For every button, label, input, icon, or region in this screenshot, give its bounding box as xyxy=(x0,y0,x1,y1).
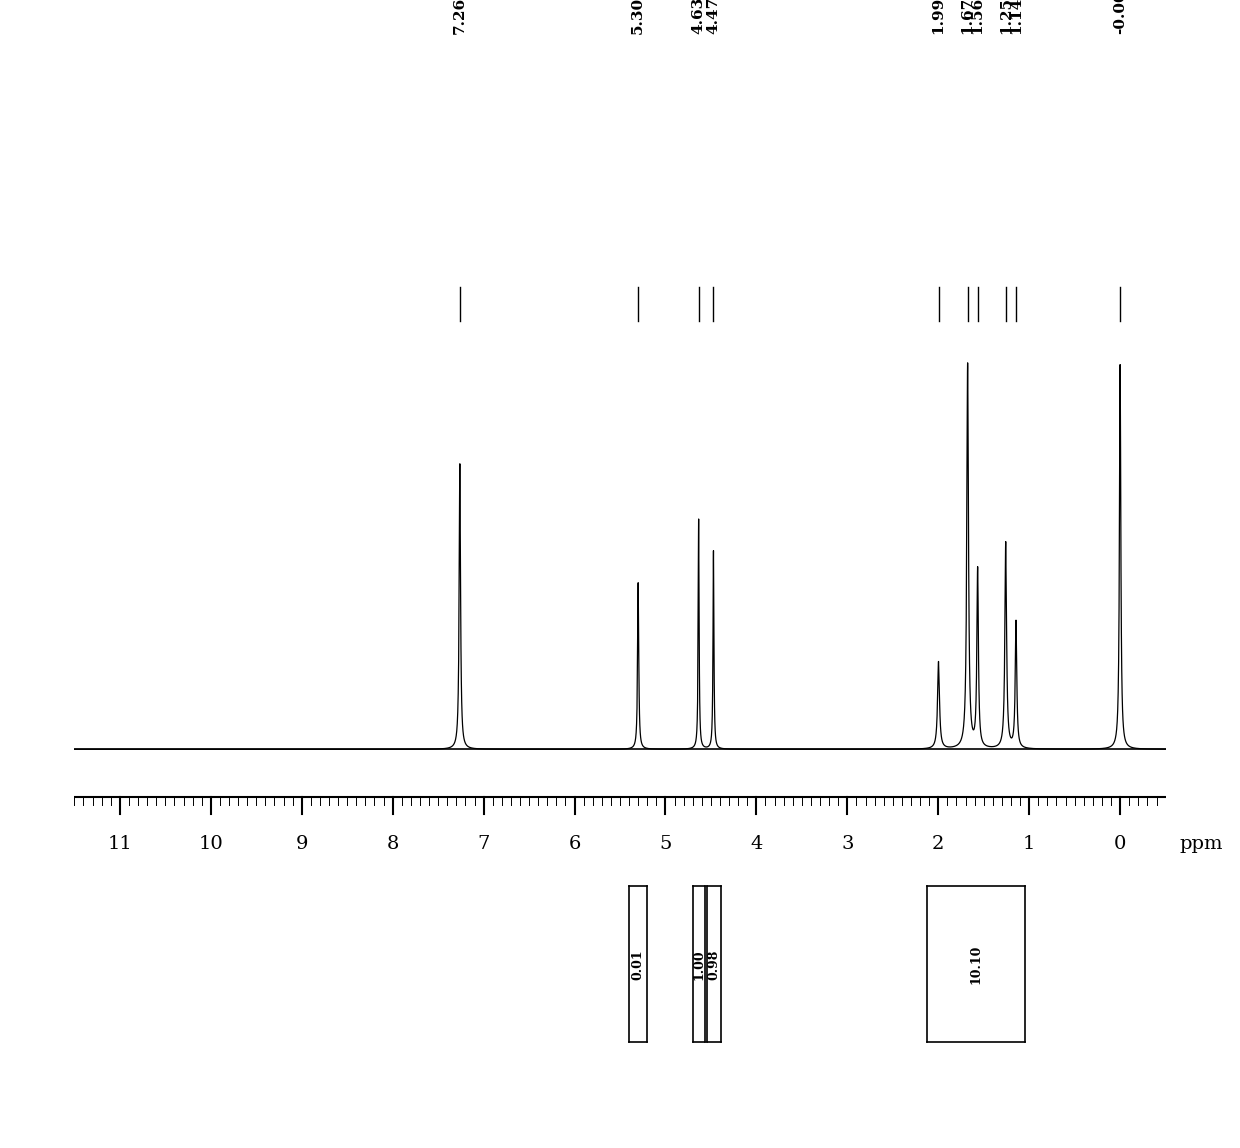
Text: 7: 7 xyxy=(477,835,490,853)
Text: 4.635: 4.635 xyxy=(692,0,706,34)
Text: 10: 10 xyxy=(198,835,223,853)
Text: 4: 4 xyxy=(750,835,763,853)
Text: 7.261: 7.261 xyxy=(453,0,467,34)
Text: 6: 6 xyxy=(568,835,580,853)
Text: 0.01: 0.01 xyxy=(631,949,645,979)
Text: 1.997: 1.997 xyxy=(931,0,946,34)
Text: 1.00: 1.00 xyxy=(692,949,706,979)
Text: 1.145: 1.145 xyxy=(1009,0,1023,34)
Text: 8: 8 xyxy=(387,835,399,853)
Text: 0.98: 0.98 xyxy=(707,949,720,979)
Text: 2: 2 xyxy=(932,835,945,853)
Text: 10.10: 10.10 xyxy=(970,945,983,984)
Text: 1.677: 1.677 xyxy=(961,0,975,34)
Text: -0.000: -0.000 xyxy=(1114,0,1127,34)
Text: 5: 5 xyxy=(660,835,672,853)
Text: 3: 3 xyxy=(841,835,853,853)
Text: 1: 1 xyxy=(1023,835,1035,853)
Text: ppm: ppm xyxy=(1179,835,1223,853)
Text: 11: 11 xyxy=(108,835,133,853)
Text: 1.258: 1.258 xyxy=(998,0,1013,34)
Text: 4.472: 4.472 xyxy=(707,0,720,34)
Text: 5.300: 5.300 xyxy=(631,0,645,34)
Text: 9: 9 xyxy=(295,835,308,853)
Text: 1.567: 1.567 xyxy=(971,0,985,34)
Text: 0: 0 xyxy=(1114,835,1126,853)
